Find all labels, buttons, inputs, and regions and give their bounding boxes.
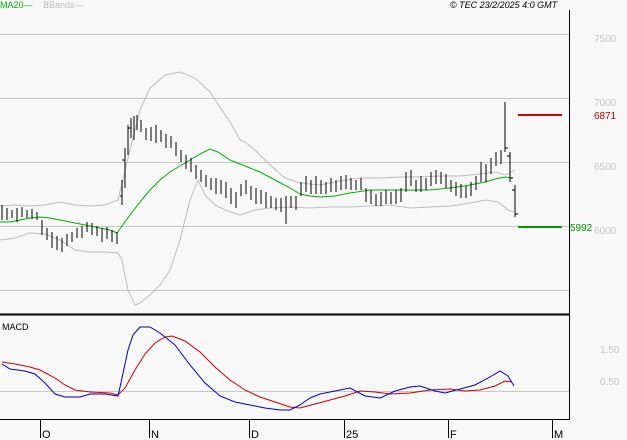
x-label-dec: D xyxy=(251,429,259,440)
macd-label-1-50: 1.50 xyxy=(600,345,620,356)
legend-ma20: MA20— xyxy=(0,0,33,10)
chart-legend: MA20— BBands— xyxy=(0,0,84,11)
price-label-7000: 7000 xyxy=(594,98,617,109)
macd-label-0-50: 0.50 xyxy=(600,377,620,388)
copyright-notice: © TEC 23/2/2025 4:0 GMT xyxy=(450,0,558,10)
price-gridlines xyxy=(0,34,569,291)
price-bar-ticks xyxy=(120,127,518,215)
price-label-6500: 6500 xyxy=(594,162,617,173)
macd-line xyxy=(1,326,515,411)
ma20-line xyxy=(0,148,514,234)
x-label-nov: N xyxy=(151,429,159,440)
price-label-6000: 6000 xyxy=(594,226,617,237)
x-label-oct: O xyxy=(42,429,51,440)
support-label: 5992 xyxy=(570,223,593,234)
x-label-mar: M xyxy=(554,429,563,440)
macd-signal-line xyxy=(1,335,513,409)
x-label-feb: F xyxy=(450,429,457,440)
bollinger-bands xyxy=(0,71,516,306)
legend-bbands: BBands— xyxy=(43,0,84,10)
price-bars xyxy=(1,102,516,252)
price-label-7500: 7500 xyxy=(594,34,617,45)
macd-title: MACD xyxy=(2,322,29,332)
resistance-label: 6871 xyxy=(594,111,617,122)
x-label-2025: 25 xyxy=(346,429,358,440)
macd-panel: MACD 1.50 0.50 xyxy=(0,314,620,420)
x-axis xyxy=(40,420,553,438)
